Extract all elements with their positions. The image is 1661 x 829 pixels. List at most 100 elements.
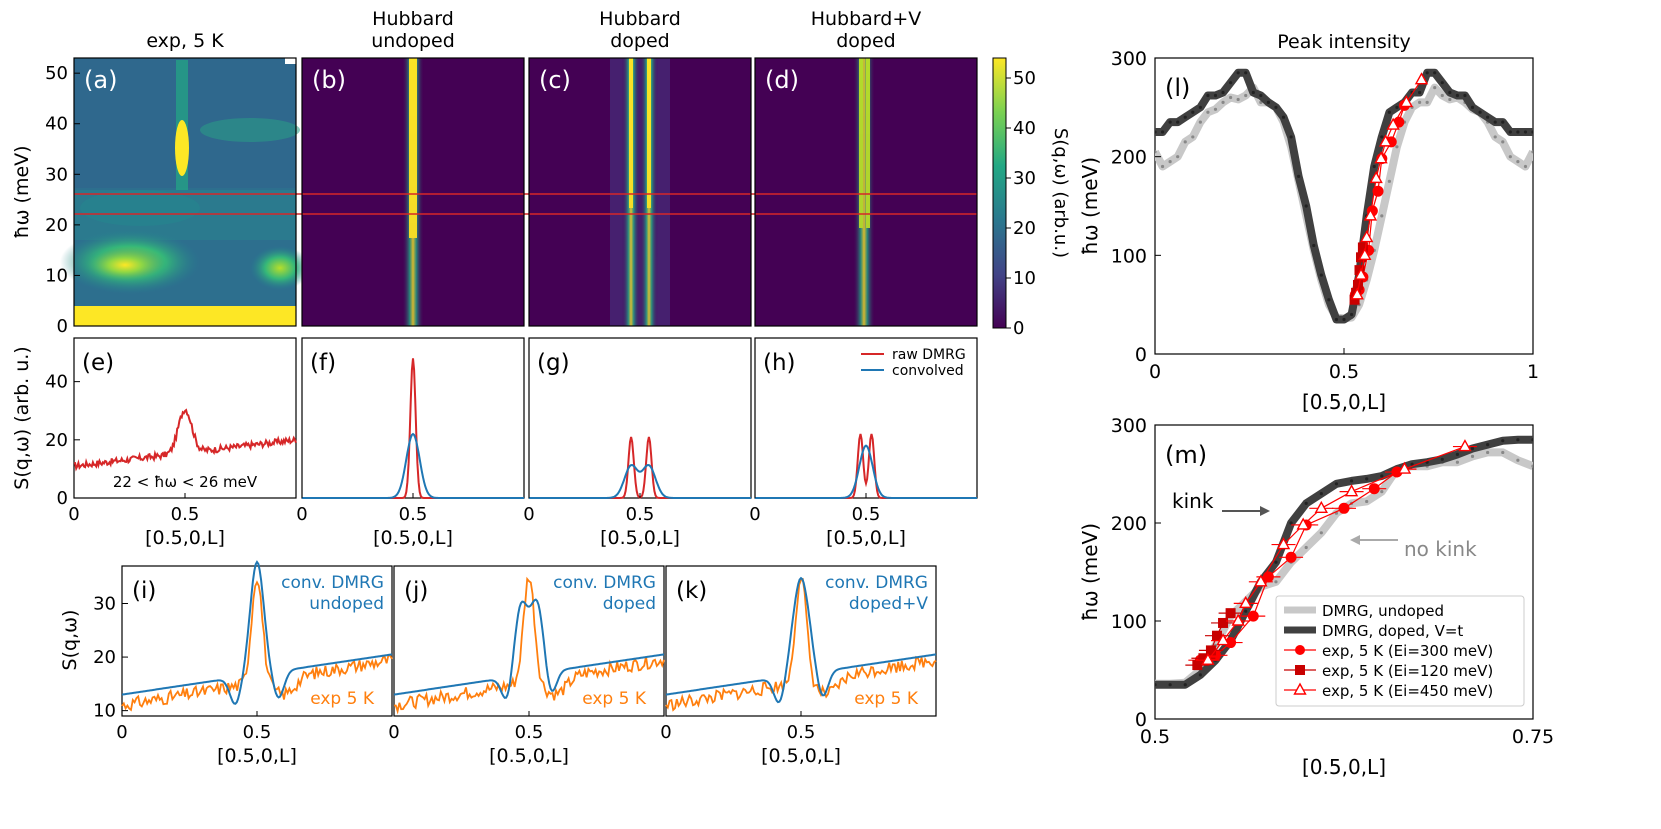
series-line-2	[1200, 471, 1398, 661]
series-dot-0	[1387, 179, 1391, 183]
model-label-k: doped+V	[849, 594, 928, 614]
zoom-dispersion-panel-m: 0 100 200 300 0.5 0.75 [0.5,0,L] ħω (meV) (m) kin…	[1078, 415, 1554, 779]
series-dot-1	[1455, 93, 1459, 98]
panel-label-k: (k)	[676, 578, 707, 604]
marker-triangle	[1369, 170, 1383, 184]
marker-square	[1354, 265, 1365, 276]
heatmap-title-c: doped	[610, 30, 670, 52]
model-label-j: doped	[603, 594, 656, 614]
model-label-i: undoped	[309, 594, 384, 614]
cut-xlabel: [0.5,0,L]	[145, 527, 225, 549]
series-dot-1	[1493, 120, 1497, 124]
marker-triangle	[1296, 517, 1310, 530]
marker-triangle	[1314, 500, 1329, 513]
series-dot-1	[1463, 93, 1467, 98]
heatmap-d	[755, 58, 977, 326]
ylabel: ħω (meV)	[1078, 523, 1102, 621]
series-dot-0	[1470, 454, 1475, 458]
exp-label-i: exp 5 K	[310, 689, 375, 709]
series-dot-1	[1289, 521, 1293, 525]
series-dot-1	[1312, 243, 1316, 248]
xtick-label: 0.5	[626, 504, 655, 525]
series-dot-1	[1470, 446, 1475, 451]
series-dot-0	[1229, 95, 1233, 100]
ytick-label: 0	[1135, 709, 1147, 731]
series-dot-1	[1365, 477, 1369, 481]
marker-triangle	[1359, 230, 1374, 243]
series-dot-0	[1155, 150, 1157, 154]
marker-square	[1211, 630, 1222, 641]
ytick-label: 300	[1111, 48, 1147, 70]
heatmap-title-b: undoped	[371, 30, 455, 52]
marker-triangle	[1231, 613, 1245, 626]
marker-circle	[1225, 637, 1237, 649]
xtick-label: 0	[1149, 361, 1161, 383]
legend-label-2: exp, 5 K (Ei=300 meV)	[1322, 642, 1493, 660]
cut-panels: (e) 0.5 0 [0.5,0,L] (f) 0.5 0 [0.5,0,L] (g) 0.5 0 […	[11, 337, 978, 549]
cut-series-g-0	[529, 436, 751, 499]
series-dot-1	[1433, 71, 1437, 75]
series-dot-1	[1229, 81, 1233, 85]
series-dot-1	[1251, 90, 1255, 95]
colorbar-tick-label: 50	[1013, 68, 1036, 89]
series-dot-0	[1244, 93, 1248, 98]
heatmap-a	[60, 58, 310, 326]
series-dot-1	[1319, 492, 1323, 496]
series-dot-1	[1244, 609, 1248, 613]
marker-square	[1357, 242, 1368, 253]
xtick-label: 0	[388, 722, 399, 743]
series-dot-1	[1425, 71, 1429, 75]
xtick-label: 0.5	[171, 504, 200, 525]
series-dot-0	[1418, 100, 1422, 104]
cut-ylabel: S(q,ω) (arb. u.)	[11, 346, 33, 489]
series-dot-1	[1486, 443, 1490, 447]
frame	[1154, 57, 1534, 355]
ytick-label: 10	[45, 265, 68, 286]
series-dot-0	[1304, 545, 1308, 550]
panel-label: (m)	[1165, 441, 1207, 469]
series-dot-0	[1508, 155, 1512, 159]
legend-label-3: exp, 5 K (Ei=120 meV)	[1322, 662, 1493, 680]
marker-triangle	[1363, 208, 1378, 221]
series-dot-0	[1501, 450, 1505, 455]
series-dot-1	[1206, 93, 1210, 98]
series-dot-1	[1410, 462, 1414, 466]
colorbar-tick-label: 30	[1013, 168, 1036, 189]
ytick-label: 20	[45, 215, 68, 236]
series-dot-0	[1395, 145, 1399, 149]
series-dot-1	[1380, 474, 1384, 478]
series-dot-1	[1183, 115, 1187, 119]
series-dot-1	[1160, 130, 1165, 134]
marker-triangle	[1399, 94, 1414, 108]
series-dot-1	[1508, 130, 1512, 134]
peak-dispersion-panel-l: 0 100 200 300 0 0.5 1 [0.5,0,L] ħω (meV) (l) Peak …	[1078, 31, 1539, 414]
series-dot-1	[1304, 204, 1308, 208]
marker-circle	[1262, 571, 1274, 583]
ytick-label: 40	[45, 372, 68, 393]
series-dot-1	[1236, 71, 1240, 75]
marker-triangle	[1201, 652, 1215, 665]
legend-marker-2	[1295, 645, 1305, 655]
heatmap-row: exp, 5 K(a)Hubbardundoped(b)Hubbarddoped…	[11, 8, 978, 337]
series-dot-1	[1191, 110, 1195, 114]
panel-label-e: (e)	[82, 350, 114, 376]
xtick-label: 0.75	[1512, 726, 1554, 748]
series-dot-0	[1183, 140, 1187, 144]
marker-triangle	[1374, 151, 1388, 164]
series-dot-0	[1516, 458, 1520, 462]
series-dot-0	[1168, 160, 1172, 164]
xtick-label: 0.5	[1140, 726, 1170, 748]
cut-series-f-1	[302, 432, 524, 499]
series-dot-0	[1160, 164, 1165, 169]
xtick-label: 0.5	[1329, 361, 1359, 383]
heatmap-title-c: Hubbard	[599, 8, 681, 30]
series-dot-1	[1297, 174, 1301, 178]
ytick-label: 40	[45, 114, 68, 135]
xlabel: [0.5,0,L]	[1302, 755, 1386, 779]
ytick-label: 100	[1111, 245, 1147, 267]
kink-arrowhead	[1260, 506, 1270, 516]
colorbar-tick-label: 10	[1013, 268, 1036, 289]
marker-square	[1352, 279, 1363, 290]
ytick-label: 30	[45, 164, 68, 185]
marker-triangle	[1354, 267, 1368, 280]
